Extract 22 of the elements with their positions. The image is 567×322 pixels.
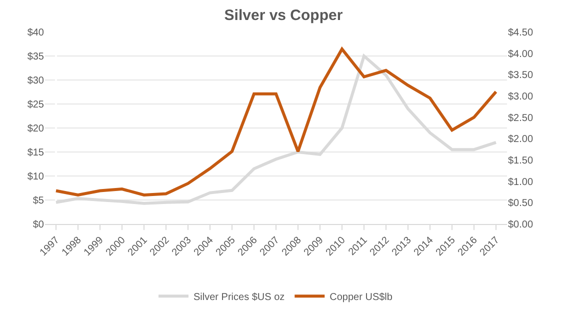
y-tick-label: $40 <box>27 28 44 38</box>
y2-tick-label: $2.50 <box>508 112 534 124</box>
chart-title: Silver vs Copper <box>224 7 343 24</box>
y2-tick-label: $1.50 <box>508 156 534 166</box>
y-tick-label: $35 <box>27 52 44 62</box>
y-tick-label: $10 <box>27 172 44 182</box>
y2-tick-label: $0.00 <box>508 220 534 230</box>
y2-tick-label: $4.00 <box>508 48 534 60</box>
y-tick-label: $5 <box>32 196 44 206</box>
y2-tick-label: $3.00 <box>508 92 534 102</box>
y2-tick-label: $2.00 <box>508 134 534 146</box>
y-tick-label: $0 <box>32 220 44 230</box>
y2-tick-label: $1.00 <box>508 176 534 188</box>
legend-label: Copper US$lb <box>330 292 393 303</box>
y2-tick-label: $3.50 <box>508 70 534 82</box>
legend-label: Silver Prices $US oz <box>194 292 285 303</box>
y-tick-label: $20 <box>27 124 44 134</box>
y-tick-label: $30 <box>27 76 44 86</box>
y2-tick-label: $4.50 <box>508 28 534 38</box>
y2-tick-label: $0.50 <box>508 198 534 210</box>
y-tick-label: $15 <box>27 148 44 158</box>
y-tick-label: $25 <box>27 100 44 110</box>
